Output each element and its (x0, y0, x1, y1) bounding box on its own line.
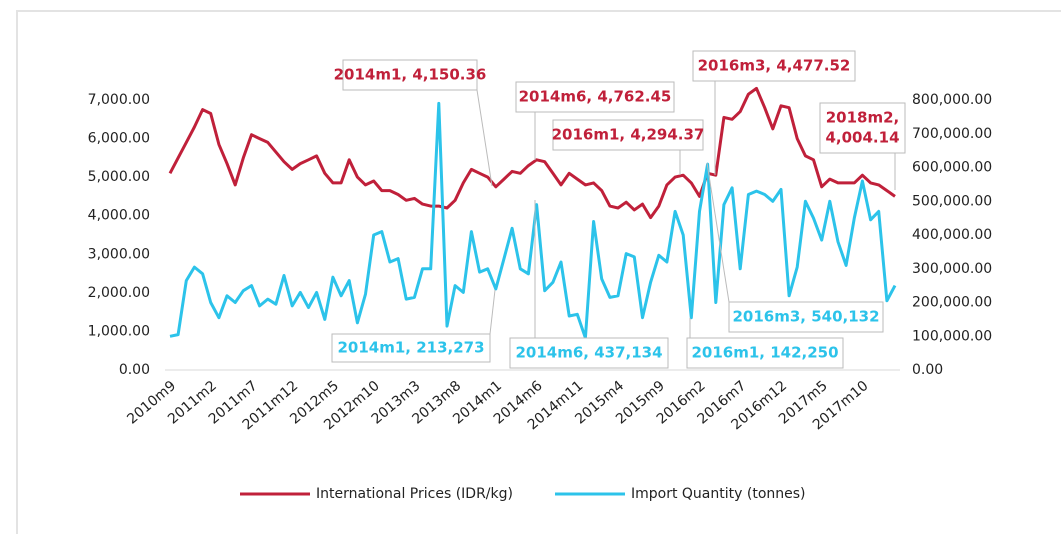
series-line (169, 101, 897, 340)
annotation-box (728, 301, 884, 333)
y2-tick-label: 700,000.00 (912, 126, 992, 142)
annotation-text: 2014m1, 213,273 (337, 339, 484, 357)
annotation-box (331, 333, 491, 363)
y-tick-label: 4,000.00 (88, 208, 150, 224)
y2-tick-label: 800,000.00 (912, 92, 992, 108)
annotation-leader (489, 289, 496, 335)
y2-tick-label: 0.00 (912, 362, 943, 378)
annotation-text: 2014m1, 4,150.36 (334, 66, 487, 84)
y-tick-label: 1,000.00 (88, 323, 150, 339)
annotation-text: 2016m3, 540,132 (732, 308, 879, 326)
annotation-leader (476, 89, 493, 187)
annotation-box (509, 337, 669, 369)
y-tick-label: 7,000.00 (88, 92, 150, 108)
y-tick-label: 5,000.00 (88, 169, 150, 185)
y-tick-label: 0.00 (119, 362, 150, 378)
annotation-text: 2016m1, 142,250 (691, 344, 838, 362)
card-border (16, 10, 1061, 534)
annotation-text: 2016m3, 4,477.52 (698, 57, 851, 75)
annotation-box (692, 50, 856, 82)
legend-label: International Prices (IDR/kg) (316, 486, 513, 502)
y2-tick-label: 200,000.00 (912, 295, 992, 311)
annotation-text: 2014m6, 4,762.45 (519, 88, 672, 106)
y2-tick-label: 500,000.00 (912, 193, 992, 209)
annotation-box (342, 59, 478, 91)
y2-tick-label: 600,000.00 (912, 160, 992, 176)
annotation-text: 2018m2, (826, 109, 900, 127)
y2-tick-label: 100,000.00 (912, 328, 992, 344)
annotation-leader (706, 162, 730, 303)
annotation-text: 4,004.14 (825, 129, 899, 147)
annotation-text: 2016m1, 4,294.37 (552, 126, 705, 144)
y-tick-label: 2,000.00 (88, 285, 150, 301)
y-tick-label: 3,000.00 (88, 246, 150, 262)
y2-tick-label: 300,000.00 (912, 261, 992, 277)
annotation-box (686, 337, 844, 369)
annotation-box (819, 102, 906, 154)
annotation-box (515, 81, 675, 113)
y-tick-label: 6,000.00 (88, 131, 150, 147)
annotation-text: 2014m6, 437,134 (515, 344, 662, 362)
y2-tick-label: 400,000.00 (912, 227, 992, 243)
legend-label: Import Quantity (tonnes) (631, 486, 806, 502)
annotation-box (552, 119, 704, 151)
series-line (168, 86, 896, 220)
